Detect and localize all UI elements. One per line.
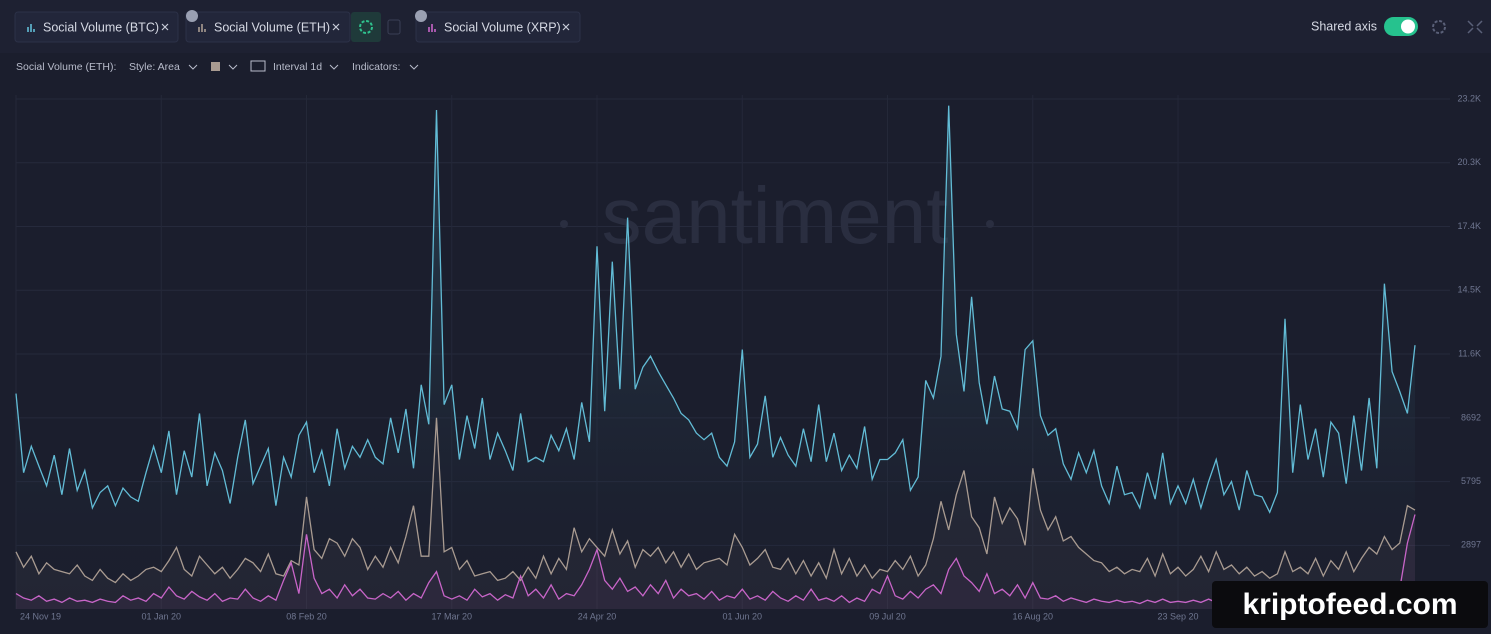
x-tick-label: 01 Jan 20 bbox=[141, 611, 181, 621]
interval-dropdown[interactable]: Interval 1d bbox=[273, 61, 322, 73]
overlay-watermark: kriptofeed.com bbox=[1212, 581, 1488, 628]
fullscreen-icon[interactable] bbox=[1467, 20, 1483, 34]
tab-box bbox=[185, 11, 351, 43]
x-tick-label: 09 Jul 20 bbox=[869, 611, 906, 621]
y-tick-label: 17.4K bbox=[1457, 221, 1481, 231]
tab-close[interactable] bbox=[562, 23, 570, 31]
tab-close[interactable] bbox=[332, 23, 340, 31]
area bbox=[16, 105, 1415, 609]
watermark-dot bbox=[560, 220, 568, 228]
tab-icon bbox=[198, 24, 206, 32]
toggle-knob bbox=[1401, 19, 1415, 34]
style-dropdown[interactable]: Style: Area bbox=[129, 61, 180, 73]
x-tick-label: 24 Apr 20 bbox=[578, 611, 617, 621]
tab-label: Social Volume (XRP) bbox=[444, 20, 561, 34]
tab-icon bbox=[27, 24, 35, 32]
lock-button[interactable] bbox=[387, 19, 401, 35]
chevron bbox=[188, 64, 198, 70]
x-tick-label: 01 Jun 20 bbox=[722, 611, 762, 621]
line bbox=[15, 105, 1416, 514]
line bbox=[15, 417, 1416, 584]
area bbox=[16, 514, 1415, 609]
tab-btc[interactable]: Social Volume (BTC) bbox=[14, 11, 179, 43]
settings-button[interactable] bbox=[351, 12, 381, 42]
shared-axis-label: Shared axis bbox=[1311, 19, 1377, 33]
chevron bbox=[228, 64, 238, 70]
toolbar-label: Social Volume (ETH): bbox=[16, 61, 116, 73]
tab-box bbox=[14, 11, 179, 43]
area bbox=[16, 417, 1415, 609]
overlay-box bbox=[1212, 581, 1488, 628]
tab-label: Social Volume (ETH) bbox=[214, 20, 330, 34]
chevron bbox=[329, 64, 339, 70]
y-tick-label: 11.6K bbox=[1458, 348, 1481, 358]
overlay-text: kriptofeed.com bbox=[1242, 588, 1457, 621]
lock-icon bbox=[186, 10, 198, 22]
x-tick-label: 23 Sep 20 bbox=[1157, 611, 1198, 621]
tab-label: Social Volume (BTC) bbox=[43, 20, 159, 34]
y-tick-label: 8692 bbox=[1461, 412, 1481, 422]
gear-icon bbox=[359, 20, 373, 34]
x-tick-label: 24 Nov 19 bbox=[20, 611, 61, 621]
tab-close[interactable] bbox=[161, 23, 169, 31]
watermark-dot bbox=[986, 220, 994, 228]
color-swatch[interactable] bbox=[211, 62, 220, 71]
indicators-dropdown[interactable]: Indicators: bbox=[352, 61, 400, 73]
interval-icon bbox=[250, 60, 266, 72]
y-tick-label: 5795 bbox=[1461, 476, 1481, 486]
settings-icon[interactable] bbox=[1432, 20, 1446, 34]
tab-icon bbox=[428, 24, 436, 32]
y-tick-label: 23.2K bbox=[1457, 93, 1481, 103]
line bbox=[15, 514, 1416, 605]
tab-eth[interactable]: Social Volume (ETH) bbox=[185, 10, 351, 43]
y-tick-label: 14.5K bbox=[1457, 285, 1481, 295]
lock-icon bbox=[415, 10, 427, 22]
x-tick-label: 16 Aug 20 bbox=[1012, 611, 1053, 621]
tab-box bbox=[415, 11, 581, 43]
plot bbox=[15, 105, 1416, 609]
x-tick-label: 08 Feb 20 bbox=[286, 611, 327, 621]
x-tick-label: 17 Mar 20 bbox=[431, 611, 472, 621]
y-tick-label: 20.3K bbox=[1457, 157, 1481, 167]
santiment-watermark: santiment bbox=[602, 171, 949, 260]
chevron bbox=[409, 64, 419, 70]
y-tick-label: 2897 bbox=[1461, 540, 1481, 550]
tab-xrp[interactable]: Social Volume (XRP) bbox=[415, 10, 581, 43]
